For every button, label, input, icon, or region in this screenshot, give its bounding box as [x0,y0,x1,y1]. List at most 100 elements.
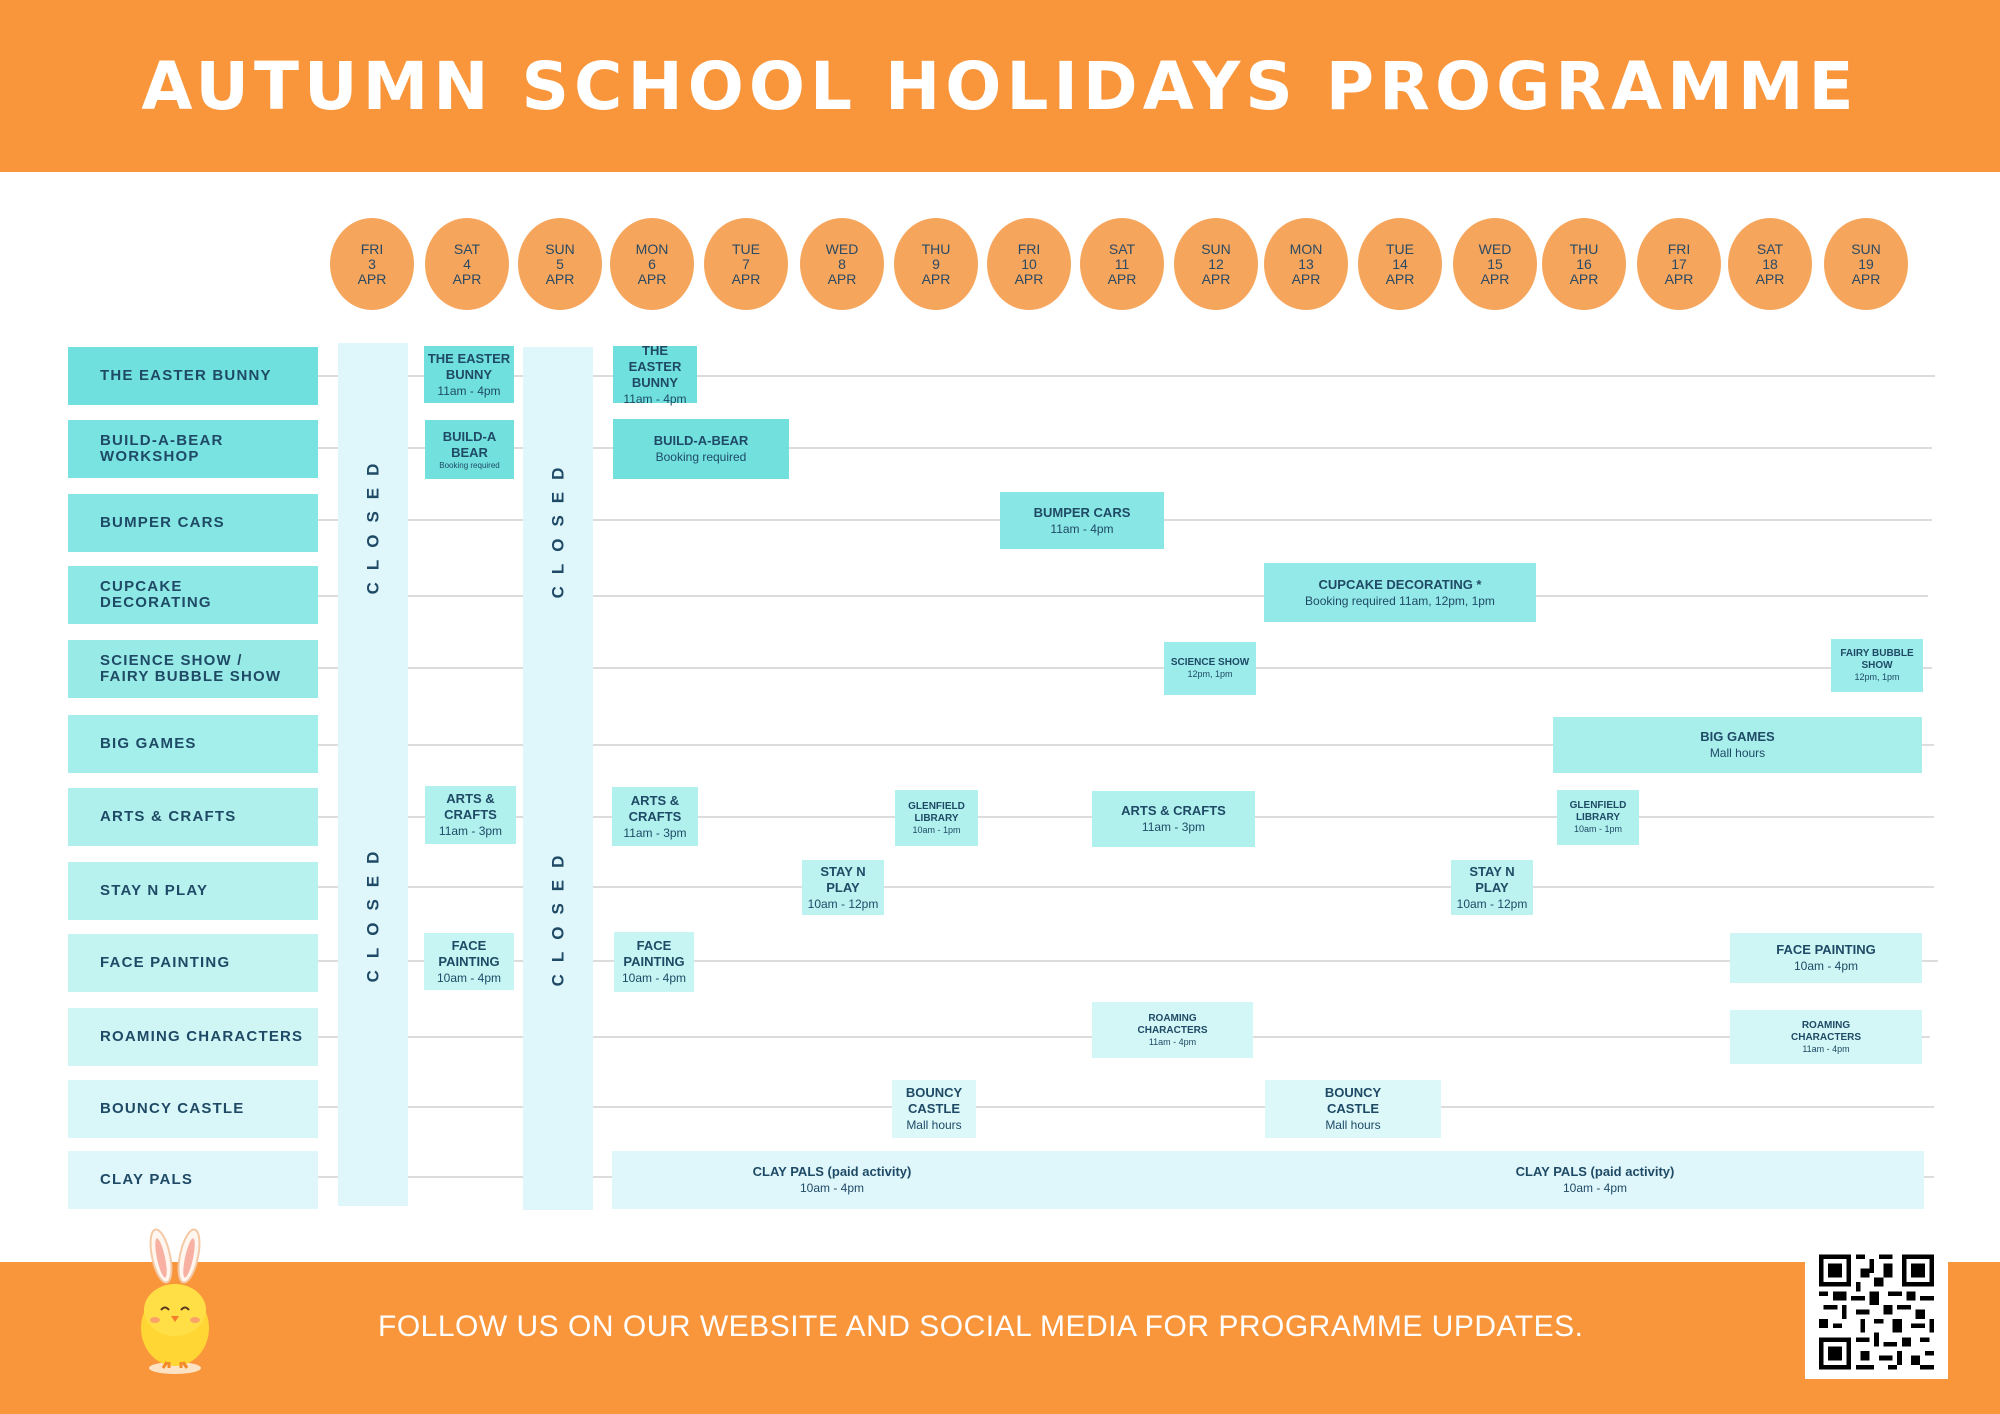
day-bubble: FRI 10 APR [987,218,1071,310]
row-label-stay-n-play: STAY N PLAY [68,862,318,920]
event-block[interactable]: ARTS & CRAFTS 11am - 3pm [425,786,516,844]
event-block[interactable]: FACE PAINTING 10am - 4pm [614,932,694,992]
event-block[interactable]: BIG GAMES Mall hours [1553,717,1922,773]
event-block[interactable]: BOUNCY CASTLE Mall hours [892,1080,976,1138]
event-block[interactable]: CLAY PALS (paid activity) 10am - 4pm [612,1151,1052,1209]
day-dow: SAT [453,240,481,257]
event-title: PAINTING [623,954,685,969]
event-block[interactable]: STAY N PLAY 10am - 12pm [1451,860,1533,915]
event-block[interactable]: ROAMING CHARACTERS 11am - 4pm [1730,1010,1922,1064]
row-label-build-a-bear: BUILD-A-BEAR WORKSHOP [68,420,318,478]
row-label-text: SCIENCE SHOW / [100,652,243,669]
event-block[interactable]: FAIRY BUBBLE SHOW 12pm, 1pm [1831,639,1923,692]
closed-column-fri-3: CLOSED CLOSED [338,343,408,1206]
day-bubble: SAT 4 APR [425,218,509,310]
day-bubble: TUE 7 APR [704,218,788,310]
event-time: 12pm, 1pm [1187,669,1233,679]
day-bubble: FRI 17 APR [1637,218,1721,310]
event-block[interactable]: BUMPER CARS 11am - 4pm [1000,492,1164,549]
day-bubble: FRI 3 APR [330,218,414,310]
day-bubble: MON 13 APR [1264,218,1348,310]
event-time: 11am - 4pm [1050,521,1114,536]
event-time: 11am - 3pm [438,824,503,838]
row-gridline [318,1106,1934,1108]
day-date: 9 [932,255,940,272]
event-time: 11am - 4pm [1802,1043,1850,1054]
event-block[interactable]: CUPCAKE DECORATING * Booking required 11a… [1264,563,1536,622]
event-time: 10am - 1pm [1573,824,1623,834]
event-title: BUNNY [445,366,493,382]
easter-chick-icon [125,1228,225,1378]
day-bubble: TUE 14 APR [1358,218,1442,310]
day-date: 18 [1762,255,1778,272]
row-gridline [318,744,1934,746]
event-block[interactable]: FACE PAINTING 10am - 4pm [1730,933,1922,983]
event-title: THE EASTER [427,350,511,366]
qr-code-icon[interactable] [1805,1245,1948,1379]
row-label-big-games: BIG GAMES [68,715,318,773]
event-title: CLAY PALS (paid activity) [752,1164,912,1179]
event-title: STAY N [820,863,866,879]
day-month: APR [545,270,575,287]
day-month: APR [1291,270,1321,287]
day-bubble: WED 8 APR [800,218,884,310]
event-block[interactable]: SCIENCE SHOW 12pm, 1pm [1164,642,1256,695]
event-block[interactable]: GLENFIELD LIBRARY 10am - 1pm [1557,790,1639,845]
event-title: GLENFIELD [908,800,965,812]
event-time: 11am - 4pm [1148,1036,1197,1047]
day-date: 12 [1208,255,1224,272]
event-block[interactable]: FACE PAINTING 10am - 4pm [424,933,514,990]
closed-label: CLOSED [338,840,408,983]
event-block[interactable]: STAY N PLAY 10am - 12pm [802,860,884,915]
event-title: BUILD-A-BEAR [653,433,749,448]
event-title: ARTS & [446,791,495,806]
event-time: 10am - 12pm [1456,896,1528,911]
row-label-text: BIG GAMES [100,735,197,752]
event-title: SCIENCE SHOW [1170,657,1250,668]
day-bubble: SAT 18 APR [1728,218,1812,310]
day-month: APR [637,270,667,287]
day-dow: THU [1569,240,1599,257]
event-title: BIG GAMES [1700,729,1775,744]
day-dow: FRI [1667,240,1691,257]
row-label-easter-bunny: THE EASTER BUNNY [68,347,318,405]
event-block[interactable]: BUILD-A BEAR Booking required [425,420,514,479]
day-date: 5 [556,255,564,272]
event-block[interactable]: ROAMING CHARACTERS 11am - 4pm [1092,1002,1253,1058]
day-date: 16 [1576,255,1592,272]
day-dow: FRI [1017,240,1041,257]
day-dow: WED [825,240,859,257]
event-time: Mall hours [1325,1118,1381,1132]
event-note: Booking required [439,460,500,470]
closed-text: CLOSED [548,455,567,599]
row-label-face-painting: FACE PAINTING [68,934,318,992]
event-block[interactable]: ARTS & CRAFTS 11am - 3pm [612,787,698,846]
day-month: APR [1755,270,1785,287]
event-block[interactable]: THE EASTER BUNNY 11am - 4pm [613,343,697,406]
day-date: 7 [742,255,750,272]
event-block[interactable]: THE EASTER BUNNY 11am - 4pm [424,346,514,403]
event-title: CUPCAKE DECORATING * [1318,576,1482,592]
event-block[interactable]: BUILD-A-BEAR Booking required [613,419,789,479]
day-bubble: THU 9 APR [894,218,978,310]
day-bubble: SUN 19 APR [1824,218,1908,310]
row-label-text: FAIRY BUBBLE SHOW [100,668,282,685]
day-month: APR [1201,270,1231,287]
event-title: BOUNCY [905,1085,963,1100]
row-label-cupcake: CUPCAKE DECORATING [68,566,318,624]
event-title: BEAR [451,444,488,460]
event-time: Mall hours [906,1118,962,1132]
day-dow: MON [1289,240,1323,257]
event-time: 11am - 4pm [437,383,501,398]
row-label-text: BUMPER CARS [100,514,225,531]
event-title: BUILD-A [442,428,497,444]
event-block[interactable]: BOUNCY CASTLE Mall hours [1265,1080,1441,1138]
event-block[interactable]: ARTS & CRAFTS 11am - 3pm [1092,791,1255,847]
row-label-text: THE EASTER BUNNY [100,367,272,384]
row-label-science-fairy: SCIENCE SHOW / FAIRY BUBBLE SHOW [68,640,318,698]
row-label-text: STAY N PLAY [100,882,209,899]
event-block[interactable]: GLENFIELD LIBRARY 10am - 1pm [895,790,978,846]
row-label-text: FACE PAINTING [100,954,231,971]
event-block[interactable]: CLAY PALS (paid activity) 10am - 4pm [1360,1151,1830,1209]
row-label-text: CUPCAKE [100,578,183,595]
